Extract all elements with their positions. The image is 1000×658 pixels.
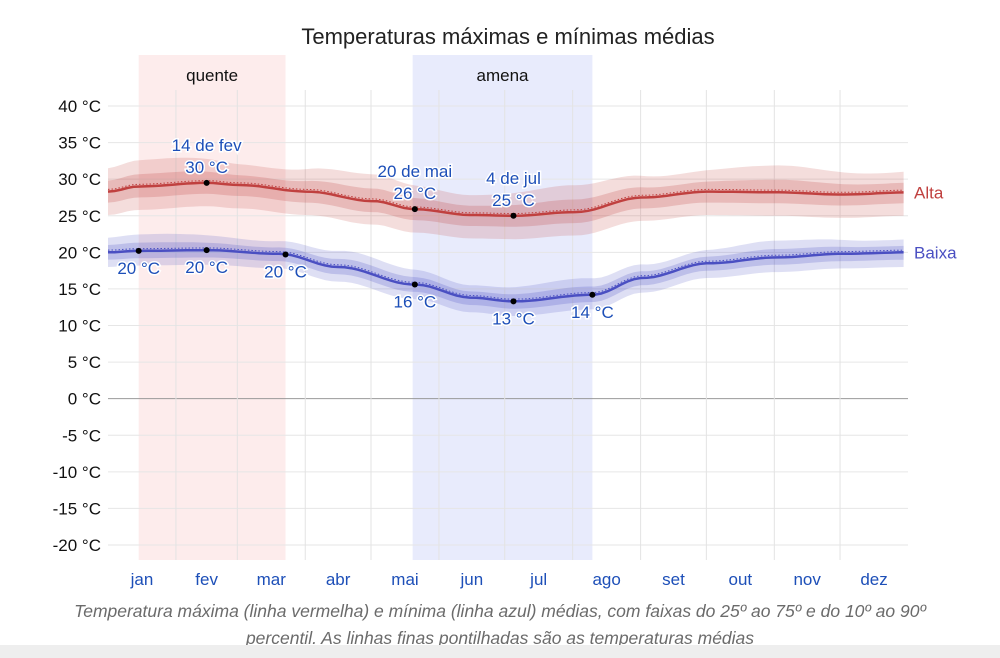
annotation-label: 13 °C — [492, 309, 535, 328]
y-tick-label: -15 °C — [53, 499, 101, 518]
annotation-label: 20 °C — [185, 258, 228, 277]
series-line-Alta — [107, 181, 904, 217]
y-tick-label: 40 °C — [58, 97, 101, 116]
y-tick-label: 10 °C — [58, 317, 101, 336]
annotation-label: 14 °C — [571, 303, 614, 322]
y-tick-label: 30 °C — [58, 170, 101, 189]
data-point — [510, 298, 517, 305]
y-tick-label: 0 °C — [68, 390, 101, 409]
y-tick-label: -20 °C — [53, 536, 101, 555]
x-tick-label: nov — [793, 570, 821, 589]
x-tick-label: mar — [257, 570, 287, 589]
x-tick-label: abr — [326, 570, 351, 589]
band-25-75-Alta — [108, 171, 904, 227]
y-tick-label: 5 °C — [68, 353, 101, 372]
data-point — [203, 247, 210, 254]
annotation-label: 26 °C — [393, 184, 436, 203]
annotation-label: 4 de jul — [486, 169, 541, 188]
data-point — [589, 291, 596, 298]
season-label: quente — [186, 66, 238, 85]
annotation-label: 14 de fev — [172, 136, 242, 155]
x-tick-label: out — [729, 570, 753, 589]
y-tick-label: -5 °C — [62, 426, 101, 445]
data-point — [510, 212, 517, 219]
x-tick-label: dez — [860, 570, 887, 589]
data-point — [282, 251, 289, 258]
band-10-90-Baixa — [108, 233, 904, 316]
x-tick-label: jun — [459, 570, 483, 589]
series-label: Alta — [914, 183, 944, 202]
bottom-scroll-area — [0, 645, 1000, 658]
y-tick-label: 15 °C — [58, 280, 101, 299]
data-point — [411, 281, 418, 288]
data-point — [135, 247, 142, 254]
annotation-label: 20 °C — [117, 259, 160, 278]
chart-title: Temperaturas máximas e mínimas médias — [301, 24, 714, 49]
annotation-label: 20 °C — [264, 263, 307, 282]
y-tick-label: 20 °C — [58, 243, 101, 262]
annotation-label: 30 °C — [185, 158, 228, 177]
x-tick-label: jan — [130, 570, 154, 589]
annotation-label: 25 °C — [492, 191, 535, 210]
x-tick-label: ago — [592, 570, 620, 589]
data-point — [411, 206, 418, 213]
temperature-chart: quente amena 40 °C 35 °C 30 °C 25 °C 20 °C 15 °… — [53, 24, 957, 589]
y-tick-label: 35 °C — [58, 134, 101, 153]
data-point — [203, 179, 210, 186]
series-line-Baixa — [107, 248, 904, 303]
x-tick-label: mai — [391, 570, 418, 589]
x-tick-label: fev — [195, 570, 218, 589]
x-tick-label: set — [662, 570, 685, 589]
season-band-quente — [138, 55, 286, 560]
season-label: amena — [477, 66, 530, 85]
series-label: Baixa — [914, 243, 957, 262]
y-tick-label: 25 °C — [58, 207, 101, 226]
y-tick-label: -10 °C — [53, 463, 101, 482]
annotation-label: 16 °C — [393, 293, 436, 312]
annotation-label: 20 de mai — [378, 162, 453, 181]
mean-dotted-line-Alta — [107, 180, 904, 214]
x-tick-label: jul — [529, 570, 547, 589]
chart-caption: Temperatura máxima (linha vermelha) e mí… — [74, 601, 926, 648]
season-band-amena — [412, 55, 593, 560]
band-10-90-Alta — [108, 157, 904, 240]
